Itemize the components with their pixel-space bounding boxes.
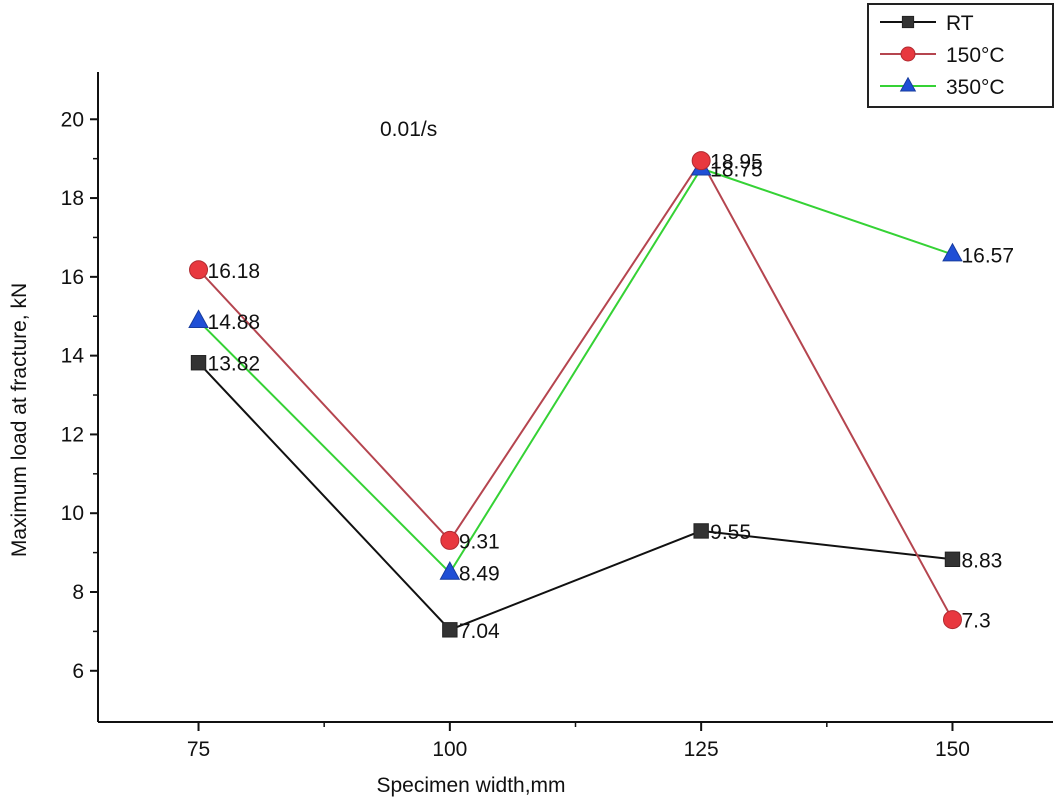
legend: RT 150°C 350°C	[867, 3, 1054, 108]
x-tick-label: 75	[187, 738, 210, 761]
plot-series: 13.82 7.04 9.55 8.83 14.88 8.49 18.75 16.57 16.1…	[188, 151, 1014, 643]
data-point-triangle	[942, 242, 963, 262]
legend-label: RT	[946, 12, 974, 35]
y-tick-label: 8	[72, 581, 84, 604]
x-axis-title: Specimen width,mm	[376, 774, 565, 797]
data-point-circle	[440, 530, 460, 550]
series-line-triangle	[197, 167, 953, 575]
data-label: 8.49	[459, 563, 500, 586]
data-point-circle	[942, 610, 962, 630]
data-point-square	[442, 622, 458, 638]
y-tick-label: 18	[61, 187, 84, 210]
legend-marker	[899, 76, 917, 92]
legend-label: 350°C	[946, 76, 1005, 99]
data-point-triangle	[439, 561, 461, 580]
x-tick-label: 100	[432, 738, 467, 761]
y-tick-label: 14	[61, 345, 85, 368]
legend-marker	[900, 46, 916, 62]
data-label: 7.04	[459, 620, 500, 643]
data-point-circle	[691, 151, 711, 171]
data-label: 9.55	[710, 521, 751, 544]
axes: 6 8 10 12 14 16 18 20 75 100 125 150	[61, 72, 1053, 761]
data-label: 16.57	[961, 244, 1014, 267]
data-label: 18.75	[710, 159, 763, 182]
data-label: 9.31	[459, 530, 500, 553]
data-label: 18.95	[710, 151, 763, 174]
data-label: 8.83	[961, 549, 1002, 572]
y-tick-label: 6	[72, 660, 84, 683]
y-tick-label: 10	[61, 502, 84, 525]
data-label: 14.88	[208, 311, 261, 334]
y-tick-label: 20	[61, 108, 84, 131]
data-point-square	[190, 355, 207, 371]
data-label: 16.18	[208, 260, 261, 283]
legend-marker	[901, 15, 915, 29]
y-axis-title: Maximum load at fracture, kN	[8, 283, 31, 557]
data-point-square	[693, 523, 709, 539]
legend-label: 150°C	[946, 44, 1005, 67]
data-label: 7.3	[961, 610, 990, 633]
series-line-square	[197, 362, 953, 631]
x-tick-label: 125	[684, 738, 719, 761]
rate-annotation: 0.01/s	[380, 118, 437, 141]
y-tick-label: 12	[61, 423, 84, 446]
data-point-triangle	[188, 309, 209, 328]
data-point-square	[944, 551, 961, 568]
data-point-circle	[189, 260, 209, 280]
series-line-circle	[197, 158, 954, 621]
data-label: 13.82	[208, 353, 261, 376]
x-tick-label: 150	[935, 738, 970, 761]
y-tick-label: 16	[61, 266, 84, 289]
